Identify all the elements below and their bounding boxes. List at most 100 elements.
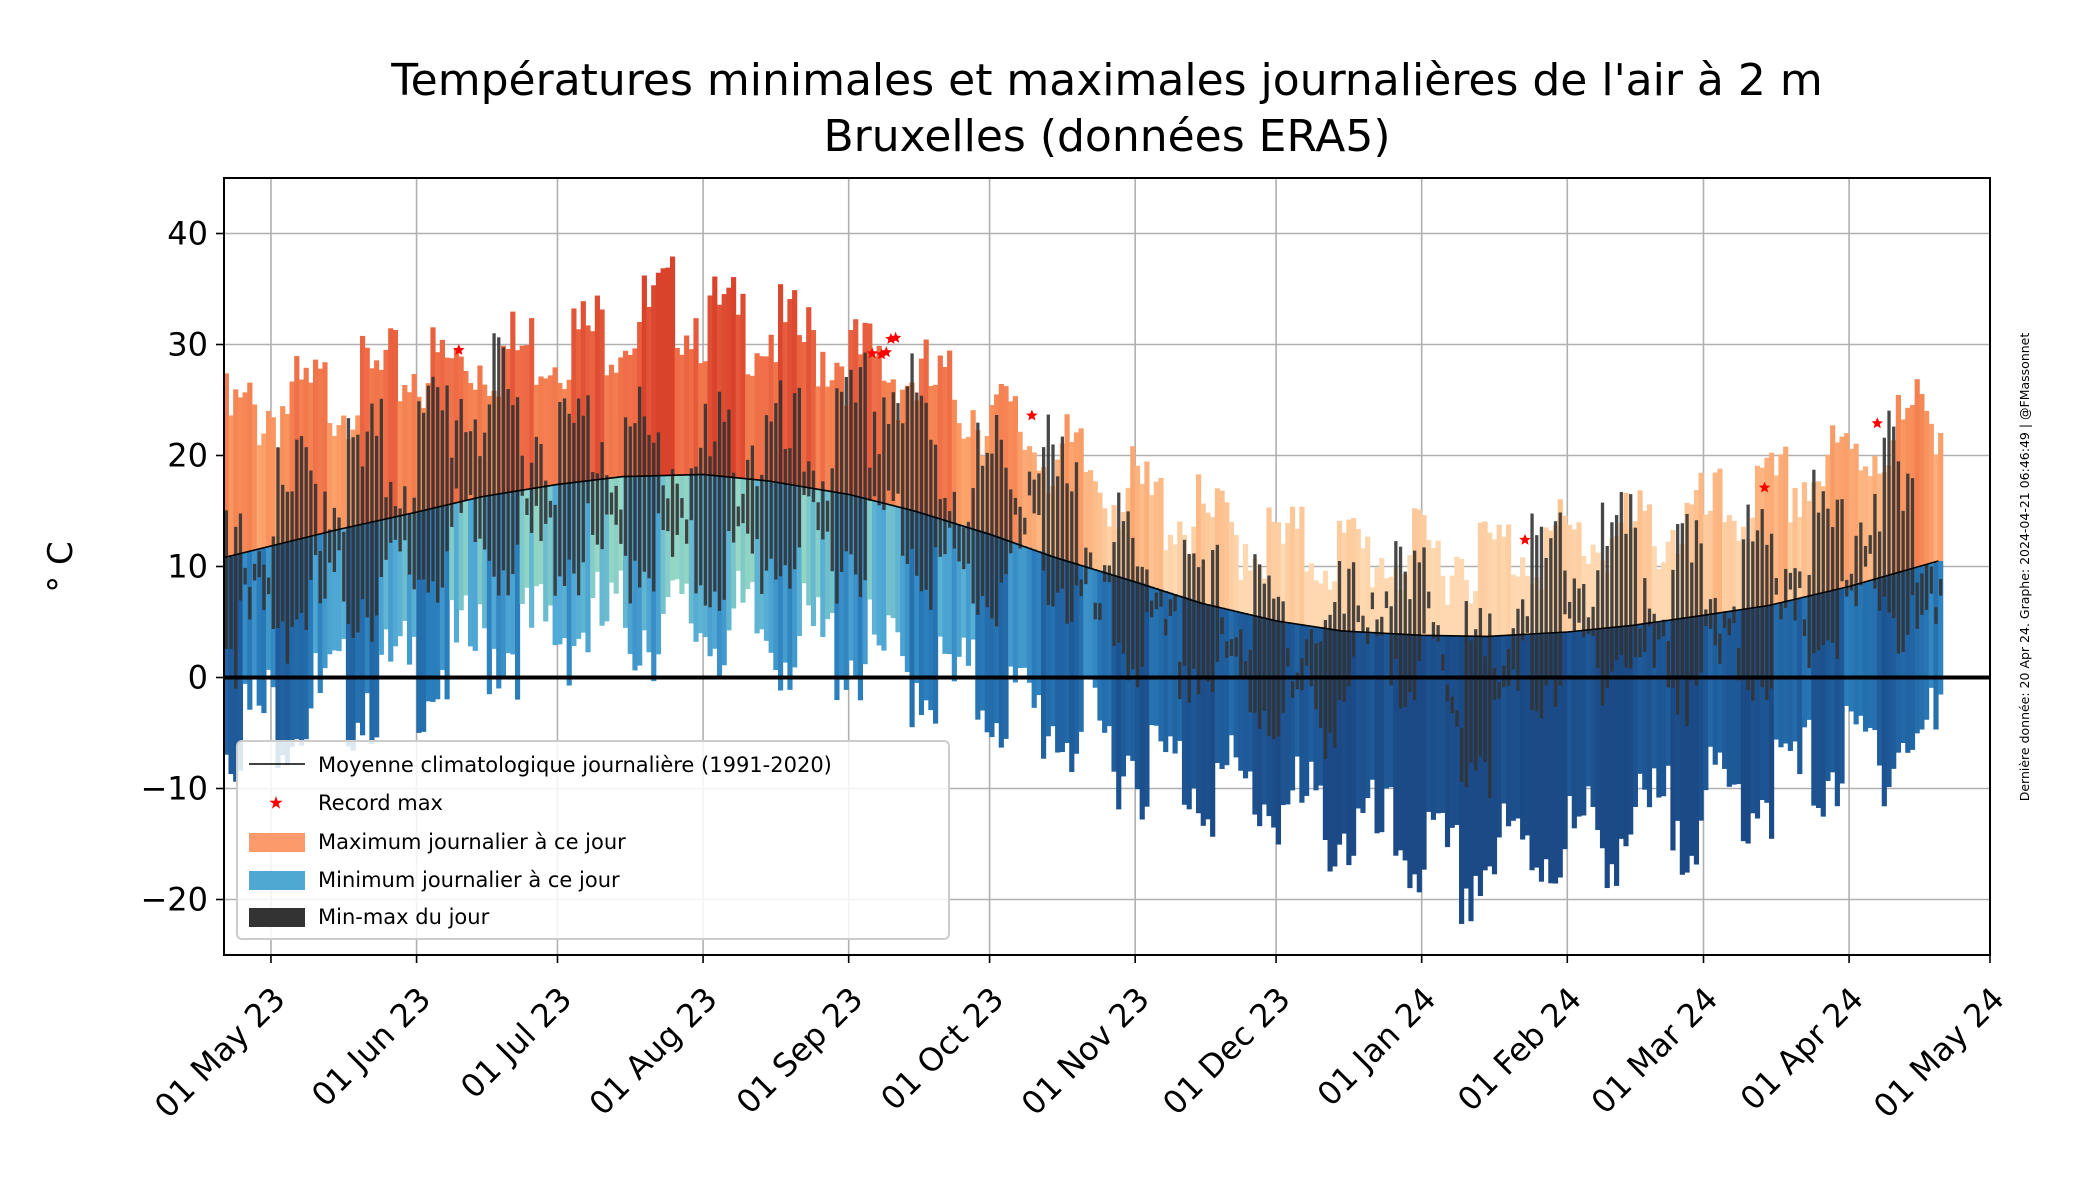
record-max-star	[453, 344, 465, 355]
daily-minmax-bar	[1544, 557, 1548, 686]
record-max-bar	[1707, 510, 1714, 615]
daily-minmax-bar	[304, 447, 308, 630]
record-max-bar	[1665, 541, 1671, 621]
daily-minmax-bar	[811, 470, 816, 503]
daily-minmax-bar	[1718, 633, 1722, 664]
record-min-bar	[1712, 613, 1718, 765]
daily-minmax-bar	[252, 563, 257, 581]
daily-minmax-bar	[1934, 607, 1938, 624]
record-max-bar	[590, 331, 596, 481]
record-min-bar	[1041, 552, 1047, 759]
record-max-bar	[1313, 580, 1319, 627]
daily-minmax-bar	[553, 504, 557, 596]
daily-minmax-bar	[1380, 616, 1384, 636]
daily-minmax-bar	[464, 432, 468, 501]
record-max-bar	[693, 318, 699, 475]
record-min-bar	[317, 534, 323, 694]
daily-minmax-bar	[567, 413, 571, 560]
record-min-bar	[1919, 566, 1925, 730]
daily-minmax-bar	[356, 434, 360, 633]
record-min-bar	[345, 527, 352, 747]
climatology-mean-line	[224, 473, 1939, 638]
record-max-bar	[1012, 396, 1018, 543]
daily-minmax-bar	[1121, 521, 1126, 654]
daily-minmax-bar	[886, 423, 891, 491]
record-min-bar	[890, 505, 896, 619]
record-min-bar	[688, 474, 694, 624]
record-min-bar	[1665, 620, 1671, 766]
x-tick-label: 01 Jun 23	[304, 980, 438, 1114]
record-min-bar	[388, 518, 394, 662]
record-max-star	[1519, 533, 1531, 545]
record-min-bar	[1144, 585, 1150, 807]
record-max-star	[889, 331, 902, 343]
daily-minmax-bar	[1868, 535, 1872, 554]
record-min-bar	[1853, 585, 1859, 725]
record-max-bar	[829, 380, 835, 492]
record-max-bar	[1642, 510, 1648, 624]
daily-minmax-bar	[825, 500, 830, 532]
daily-minmax-bar	[1638, 628, 1642, 658]
daily-minmax-bar	[1572, 578, 1576, 631]
record-max-bar	[519, 345, 525, 491]
record-max-bar	[1900, 419, 1906, 572]
daily-minmax-bar	[243, 567, 247, 585]
record-min-bar	[1632, 625, 1638, 807]
daily-minmax-bar	[915, 392, 919, 576]
daily-minmax-bar	[1722, 611, 1727, 628]
daily-minmax-bar	[1304, 639, 1309, 666]
daily-minmax-bar	[689, 468, 693, 521]
record-min-bar	[402, 515, 408, 621]
record-min-bar	[453, 503, 460, 643]
record-max-bar	[1280, 543, 1286, 622]
record-min-bar	[1055, 557, 1061, 753]
record-max-bar	[1139, 483, 1145, 584]
record-max-bar	[669, 256, 676, 476]
record-min-bar	[1801, 597, 1808, 728]
daily-minmax-bar	[238, 513, 243, 601]
record-max-bar	[538, 376, 544, 488]
record-min-bar	[1083, 566, 1089, 677]
record-min-bar	[472, 498, 478, 651]
record-min-bar	[1294, 623, 1300, 757]
daily-minmax-bar	[1065, 483, 1069, 624]
record-min-bar	[1900, 571, 1906, 744]
record-max-bar	[608, 364, 615, 479]
record-min-bar	[1769, 605, 1775, 839]
record-min-bar	[909, 509, 915, 728]
record-min-bar	[547, 485, 554, 606]
daily-minmax-bar	[351, 437, 355, 638]
record-min-bar	[1872, 579, 1878, 731]
daily-minmax-bar	[1901, 510, 1905, 653]
record-min-bar	[1064, 560, 1070, 743]
record-max-bar	[1102, 508, 1108, 572]
record-min-bar	[1491, 636, 1498, 875]
record-min-bar	[1050, 555, 1056, 727]
record-max-bar	[1491, 539, 1498, 637]
daily-minmax-bar	[1295, 672, 1299, 690]
daily-minmax-bar	[1690, 562, 1694, 681]
record-min-bar	[529, 488, 535, 628]
daily-minmax-bar	[576, 398, 581, 596]
daily-minmax-bar	[1727, 618, 1731, 636]
daily-minmax-bar	[1098, 603, 1102, 620]
record-min-bar	[1820, 593, 1826, 817]
daily-minmax-bar	[778, 380, 783, 577]
record-max-bar	[731, 277, 737, 478]
record-min-bar	[1416, 635, 1422, 893]
record-max-bar	[1106, 526, 1112, 574]
record-min-bar	[1618, 626, 1624, 839]
record-max-bar	[1111, 505, 1117, 575]
daily-minmax-bar	[365, 431, 369, 618]
record-max-bar	[1327, 589, 1333, 629]
record-min-bar	[1031, 549, 1037, 708]
daily-minmax-bar	[1422, 547, 1426, 634]
record-min-bar	[1078, 564, 1084, 732]
daily-minmax-bar	[854, 402, 858, 575]
record-min-bar	[801, 486, 807, 584]
record-min-bar	[1660, 621, 1667, 797]
record-min-bar	[1158, 589, 1164, 742]
daily-minmax-bar	[1497, 681, 1501, 699]
daily-minmax-bar	[670, 469, 675, 557]
record-max-bar	[1801, 482, 1808, 598]
